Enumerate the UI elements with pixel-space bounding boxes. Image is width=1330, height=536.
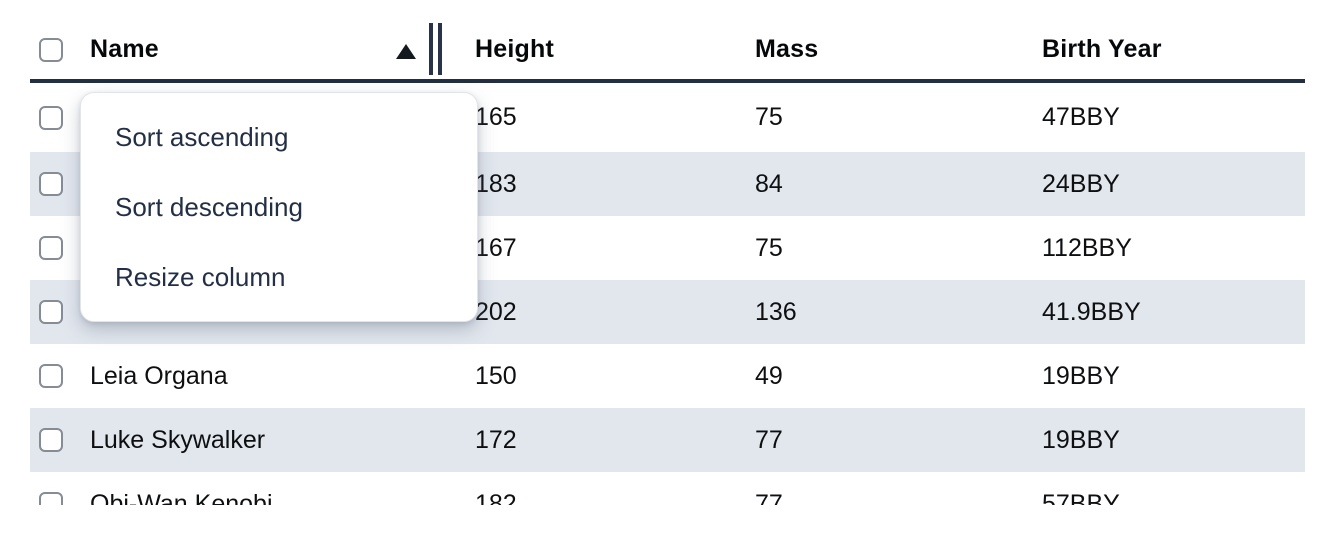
cell-mass: 136 (755, 297, 797, 326)
column-header-birth-year[interactable]: Birth Year (1042, 35, 1162, 63)
cell-height: 167 (475, 233, 517, 262)
menu-item-sort-descending[interactable]: Sort descending (115, 191, 303, 222)
select-all-checkbox[interactable] (39, 37, 63, 62)
column-header-mass[interactable]: Mass (755, 35, 819, 63)
menu-item-sort-ascending[interactable]: Sort ascending (115, 121, 289, 152)
table-row: Leia Organa 150 49 19BBY (30, 344, 1305, 408)
cell-birth-year: 57BBY (1042, 489, 1120, 506)
column-header-height[interactable]: Height (475, 35, 554, 63)
cell-birth-year: 24BBY (1042, 169, 1120, 198)
cell-mass: 49 (755, 361, 783, 390)
cell-mass: 75 (755, 103, 783, 131)
cell-height: 172 (475, 425, 517, 454)
cell-birth-year: 112BBY (1042, 233, 1132, 262)
cell-mass: 84 (755, 169, 783, 198)
table-row: Obi-Wan Kenobi 182 77 57BBY (30, 472, 1305, 505)
column-resize-handle-icon[interactable] (429, 23, 442, 75)
row-checkbox[interactable] (39, 428, 63, 452)
sort-ascending-icon[interactable] (396, 44, 416, 59)
characters-data-table: Name Height Mass Birth Year 165 75 47BBY… (30, 0, 1305, 505)
cell-height: 150 (475, 361, 517, 390)
menu-item-resize-column[interactable]: Resize column (115, 261, 286, 292)
header-checkbox-cell (30, 37, 90, 62)
cell-name: Luke Skywalker (90, 425, 266, 454)
table-row: 167 75 112BBY (30, 216, 1305, 280)
cell-height: 183 (475, 169, 517, 198)
cell-height: 182 (475, 489, 517, 506)
column-header-name-label: Name (90, 35, 159, 63)
column-context-menu: Sort ascending Sort descending Resize co… (80, 92, 478, 322)
cell-height: 165 (475, 103, 517, 131)
cell-mass: 77 (755, 425, 783, 454)
row-checkbox[interactable] (39, 300, 63, 324)
row-checkbox[interactable] (39, 236, 63, 260)
cell-mass: 75 (755, 233, 783, 262)
table-row: 165 75 47BBY (30, 83, 1305, 152)
cell-birth-year: 19BBY (1042, 425, 1120, 454)
table-row: Luke Skywalker 172 77 19BBY (30, 408, 1305, 472)
cell-name: Leia Organa (90, 361, 228, 390)
table-row: 202 136 41.9BBY (30, 280, 1305, 344)
cell-mass: 77 (755, 489, 783, 506)
row-checkbox[interactable] (39, 492, 63, 505)
row-checkbox[interactable] (39, 172, 63, 196)
cell-birth-year: 19BBY (1042, 361, 1120, 390)
table-header-row: Name Height Mass Birth Year (30, 0, 1305, 83)
row-checkbox[interactable] (39, 105, 63, 130)
cell-birth-year: 47BBY (1042, 103, 1120, 131)
row-checkbox[interactable] (39, 364, 63, 388)
cell-birth-year: 41.9BBY (1042, 297, 1141, 326)
column-header-name[interactable]: Name (90, 20, 475, 79)
cell-name: Obi-Wan Kenobi (90, 489, 273, 506)
cell-height: 202 (475, 297, 517, 326)
